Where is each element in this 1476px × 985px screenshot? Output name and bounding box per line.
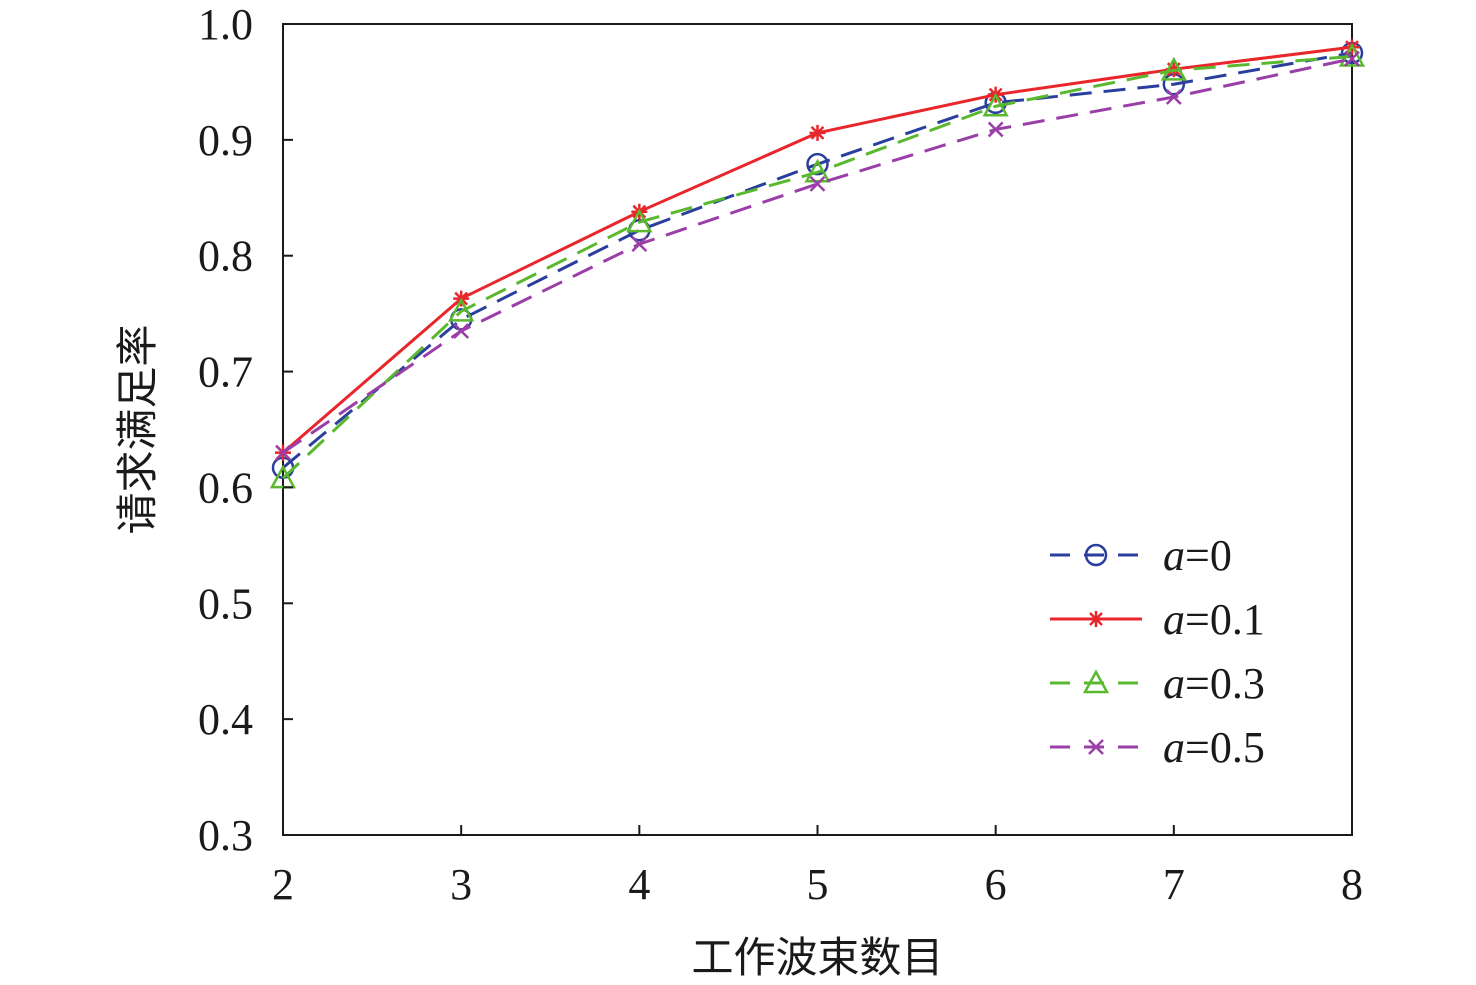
legend-marker	[1082, 669, 1110, 694]
legend: a=0a=0.1a=0.3a=0.5	[1050, 531, 1265, 772]
legend-label: a=0.1	[1163, 595, 1265, 644]
legend-marker	[1088, 611, 1104, 627]
data-point-marker	[809, 175, 826, 192]
series-3	[275, 50, 1360, 461]
legend-item-2: a=0.3	[1050, 659, 1265, 708]
data-point-marker	[275, 444, 291, 461]
data-point-marker	[1160, 56, 1187, 81]
data-point-marker	[987, 121, 1004, 138]
legend-item-0: a=0	[1050, 531, 1232, 580]
legend-variable: a	[1163, 595, 1185, 644]
data-point-marker	[453, 323, 470, 339]
legend-marker	[1088, 739, 1104, 755]
series-2	[269, 42, 1366, 489]
legend-label: a=0.5	[1163, 723, 1265, 772]
y-tick-label: 0.8	[198, 232, 253, 281]
data-point-marker	[1165, 89, 1182, 105]
legend-variable: a	[1163, 723, 1185, 772]
legend-value: =0	[1185, 531, 1232, 580]
y-tick-label: 0.6	[198, 463, 253, 512]
legend-label: a=0	[1163, 531, 1232, 580]
y-tick-label: 0.4	[198, 695, 253, 744]
data-point-marker	[626, 208, 653, 233]
legend-value: =0.5	[1185, 723, 1265, 772]
data-point-marker	[809, 124, 826, 141]
series-line	[282, 57, 1353, 454]
legend-variable: a	[1163, 659, 1185, 708]
x-tick-label: 5	[807, 860, 829, 909]
x-axis-title: 工作波束数目	[691, 933, 943, 982]
y-tick-label: 0.3	[198, 811, 253, 860]
plot-frame	[282, 23, 1353, 836]
series-line	[282, 45, 1353, 454]
x-tick-label: 2	[272, 860, 294, 909]
series-group	[269, 39, 1366, 489]
series-line	[282, 51, 1353, 469]
y-tick-label: 0.5	[198, 579, 253, 628]
x-tick-label: 7	[1163, 860, 1185, 909]
data-point-marker	[448, 297, 475, 322]
x-tick-label: 3	[450, 860, 472, 909]
y-tick-label: 0.9	[198, 116, 253, 165]
series-1	[275, 39, 1360, 461]
legend-item-3: a=0.5	[1050, 723, 1265, 772]
x-tick-label: 8	[1341, 860, 1363, 909]
series-0	[271, 41, 1364, 479]
x-tick-label: 4	[628, 860, 650, 909]
legend-variable: a	[1163, 531, 1185, 580]
x-tick-label: 6	[985, 860, 1007, 909]
data-point-marker	[982, 92, 1009, 117]
y-axis-title: 请求满足率	[113, 324, 162, 534]
legend-item-1: a=0.1	[1050, 595, 1265, 644]
legend-value: =0.3	[1185, 659, 1265, 708]
plot-area	[282, 23, 1353, 836]
axes: 0.3 0.4 0.5 0.6 0.7 0.8 0.9 1.0 2 3 4 5 6 7 8	[198, 0, 1363, 909]
data-point-marker	[1338, 42, 1366, 67]
y-tick-label: 0.7	[198, 348, 253, 397]
data-point-marker	[806, 152, 829, 176]
series-line	[281, 54, 1353, 480]
data-point-marker	[1344, 50, 1360, 67]
data-point-marker	[631, 236, 648, 253]
legend-marker	[1084, 543, 1108, 567]
data-point-marker	[804, 158, 831, 183]
legend-value: =0.1	[1185, 595, 1265, 644]
legend-label: a=0.3	[1163, 659, 1265, 708]
y-tick-label: 1.0	[198, 0, 253, 49]
